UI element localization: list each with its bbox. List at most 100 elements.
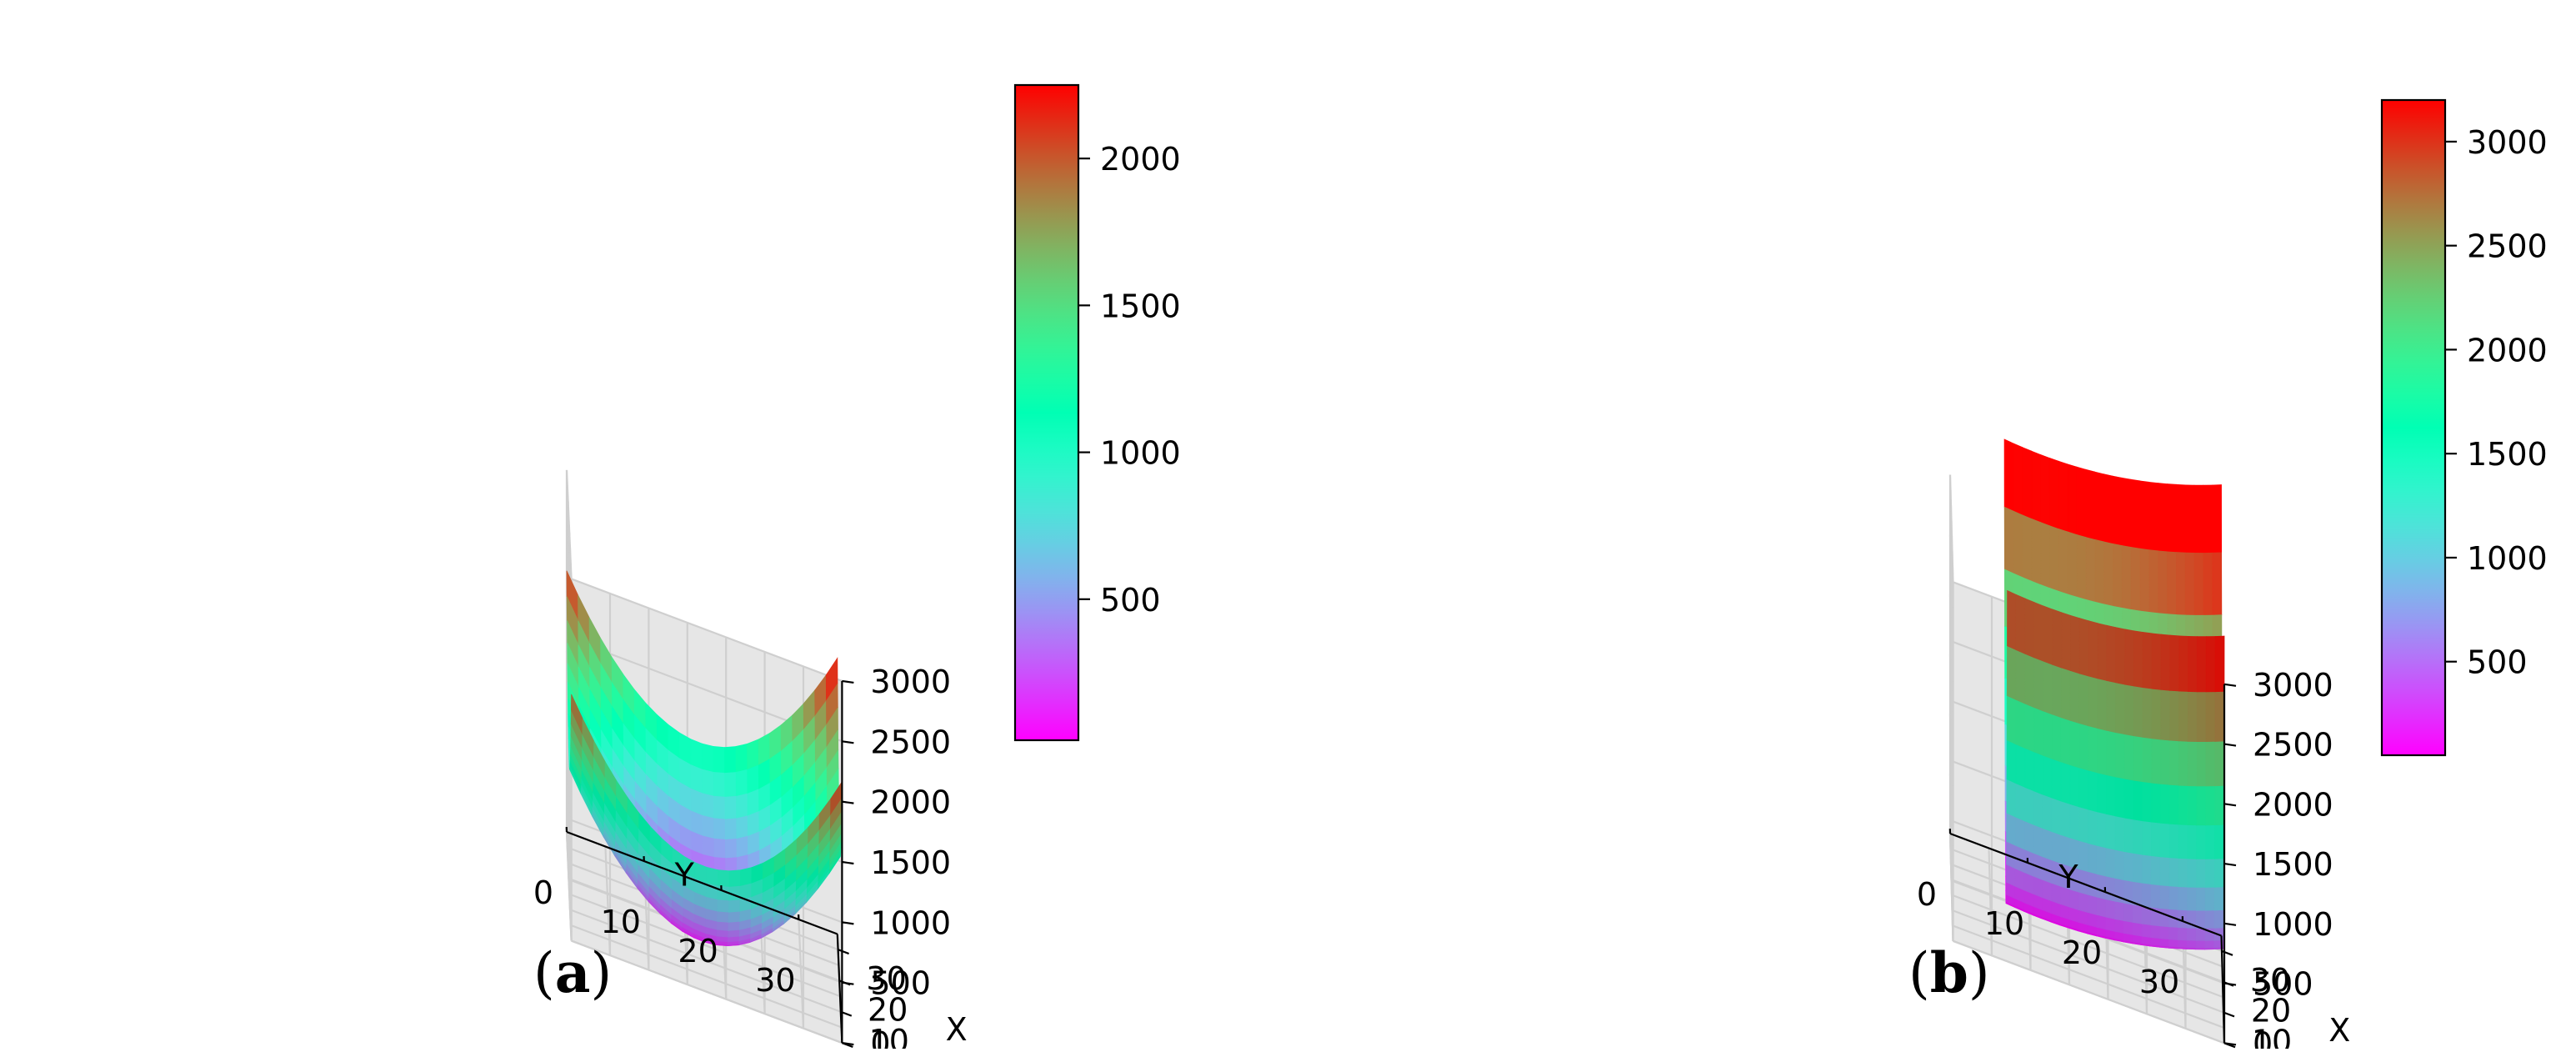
surface-patch bbox=[2122, 546, 2131, 610]
surface-patch bbox=[2206, 692, 2215, 742]
surface-patch bbox=[2179, 636, 2188, 692]
surface-patch bbox=[2016, 699, 2025, 748]
surface-patch bbox=[702, 744, 713, 772]
surface-patch bbox=[2086, 538, 2095, 603]
surface-patch bbox=[2194, 485, 2203, 553]
surface-patch bbox=[728, 929, 740, 937]
surface-patch bbox=[2034, 658, 2043, 711]
surface-patch bbox=[2007, 740, 2016, 784]
surface-patch bbox=[2086, 469, 2095, 539]
surface-patch bbox=[736, 769, 748, 796]
surface-patch bbox=[2088, 872, 2097, 898]
surface-patch bbox=[2133, 904, 2142, 924]
surface-patch bbox=[2007, 695, 2016, 744]
panel-b-plot: 0102030Y0102030X050010001500200025003000… bbox=[1917, 100, 2548, 1049]
surface-patch bbox=[2124, 734, 2133, 780]
surface-patch bbox=[2152, 689, 2161, 739]
surface-patch bbox=[2079, 674, 2088, 726]
surface-patch bbox=[2104, 542, 2113, 606]
surface-patch bbox=[2161, 784, 2170, 824]
surface-patch bbox=[2203, 553, 2213, 615]
colorbar-gradient bbox=[2382, 100, 2445, 755]
surface-patch bbox=[2168, 552, 2177, 615]
surface-patch bbox=[725, 747, 737, 774]
surface-patch bbox=[2151, 856, 2160, 885]
surface-patch bbox=[2152, 634, 2161, 689]
surface-patch bbox=[2008, 591, 2017, 650]
surface-patch bbox=[2140, 549, 2149, 612]
surface-patch bbox=[2115, 777, 2124, 818]
surface-patch bbox=[714, 839, 726, 859]
y-tick-label: 30 bbox=[2139, 964, 2179, 1000]
surface-patch bbox=[2016, 650, 2025, 704]
surface-patch bbox=[707, 867, 718, 885]
surface-patch bbox=[2097, 812, 2106, 848]
surface-patch bbox=[2034, 752, 2043, 794]
surface-patch bbox=[2106, 917, 2115, 931]
surface-patch bbox=[2107, 730, 2116, 777]
surface-patch bbox=[2025, 654, 2034, 707]
surface-patch bbox=[2043, 661, 2053, 714]
surface-patch bbox=[2133, 736, 2143, 782]
surface-patch bbox=[2043, 829, 2052, 860]
z-tick-label: 1500 bbox=[2253, 846, 2333, 883]
surface-patch bbox=[2178, 785, 2188, 824]
surface-patch bbox=[2113, 476, 2122, 545]
surface-patch bbox=[2107, 680, 2116, 732]
surface-patch bbox=[2077, 535, 2086, 600]
surface-patch bbox=[2024, 821, 2033, 854]
surface-patch bbox=[2124, 852, 2133, 882]
panel-label-b: (b) bbox=[1908, 940, 1990, 1005]
surface-patch bbox=[2023, 515, 2032, 581]
surface-patch bbox=[2113, 544, 2122, 608]
surface-patch bbox=[2160, 885, 2169, 909]
colorbar-tick-label: 2000 bbox=[2467, 332, 2548, 368]
surface-patch bbox=[2034, 603, 2043, 661]
surface-patch bbox=[713, 772, 725, 797]
surface-patch bbox=[718, 911, 729, 922]
surface-patch bbox=[2013, 443, 2023, 515]
surface-patch bbox=[728, 911, 740, 922]
surface-patch bbox=[2161, 739, 2170, 784]
surface-patch bbox=[703, 816, 714, 839]
surface-patch bbox=[2115, 816, 2124, 852]
y-tick-label: 20 bbox=[678, 933, 718, 969]
surface-patch bbox=[2106, 899, 2115, 919]
surface-patch bbox=[2203, 485, 2213, 554]
surface-patch bbox=[2016, 744, 2025, 788]
surface-patch bbox=[2004, 439, 2013, 511]
surface-patch bbox=[2197, 637, 2206, 692]
surface-patch bbox=[2194, 553, 2203, 615]
surface-patch bbox=[2206, 741, 2215, 786]
colorbar-tick-label: 1500 bbox=[1100, 288, 1181, 324]
surface-patch bbox=[2052, 714, 2061, 762]
surface-patch bbox=[2160, 857, 2169, 886]
colorbar-tick-label: 2000 bbox=[1100, 141, 1181, 178]
surface-patch bbox=[2151, 938, 2160, 946]
surface-patch bbox=[2133, 686, 2143, 737]
z-tick bbox=[842, 802, 853, 804]
surface-patch bbox=[2206, 786, 2215, 825]
y-axis-label: Y bbox=[674, 856, 695, 893]
surface-patch bbox=[2106, 814, 2115, 849]
surface-patch bbox=[2062, 613, 2071, 671]
surface-patch bbox=[2043, 711, 2053, 759]
surface-patch bbox=[2097, 845, 2106, 876]
surface-patch bbox=[713, 796, 725, 819]
colorbar-tick-label: 1000 bbox=[1100, 435, 1181, 472]
z-tick bbox=[2224, 984, 2236, 985]
z-tick-label: 2000 bbox=[2253, 786, 2333, 823]
surface-patch bbox=[2196, 910, 2205, 928]
surface-patch bbox=[2143, 782, 2152, 822]
colorbar-tick-label: 2500 bbox=[2467, 228, 2548, 265]
surface-b bbox=[2004, 439, 2224, 949]
surface-patch bbox=[2116, 683, 2125, 734]
surface-patch bbox=[725, 819, 737, 840]
surface-patch bbox=[2097, 874, 2106, 899]
surface-patch bbox=[2033, 824, 2043, 856]
z-tick-label: 500 bbox=[870, 965, 931, 1002]
surface-patch bbox=[2143, 854, 2152, 884]
surface-patch bbox=[2088, 770, 2098, 812]
surface-patch bbox=[2215, 636, 2224, 692]
